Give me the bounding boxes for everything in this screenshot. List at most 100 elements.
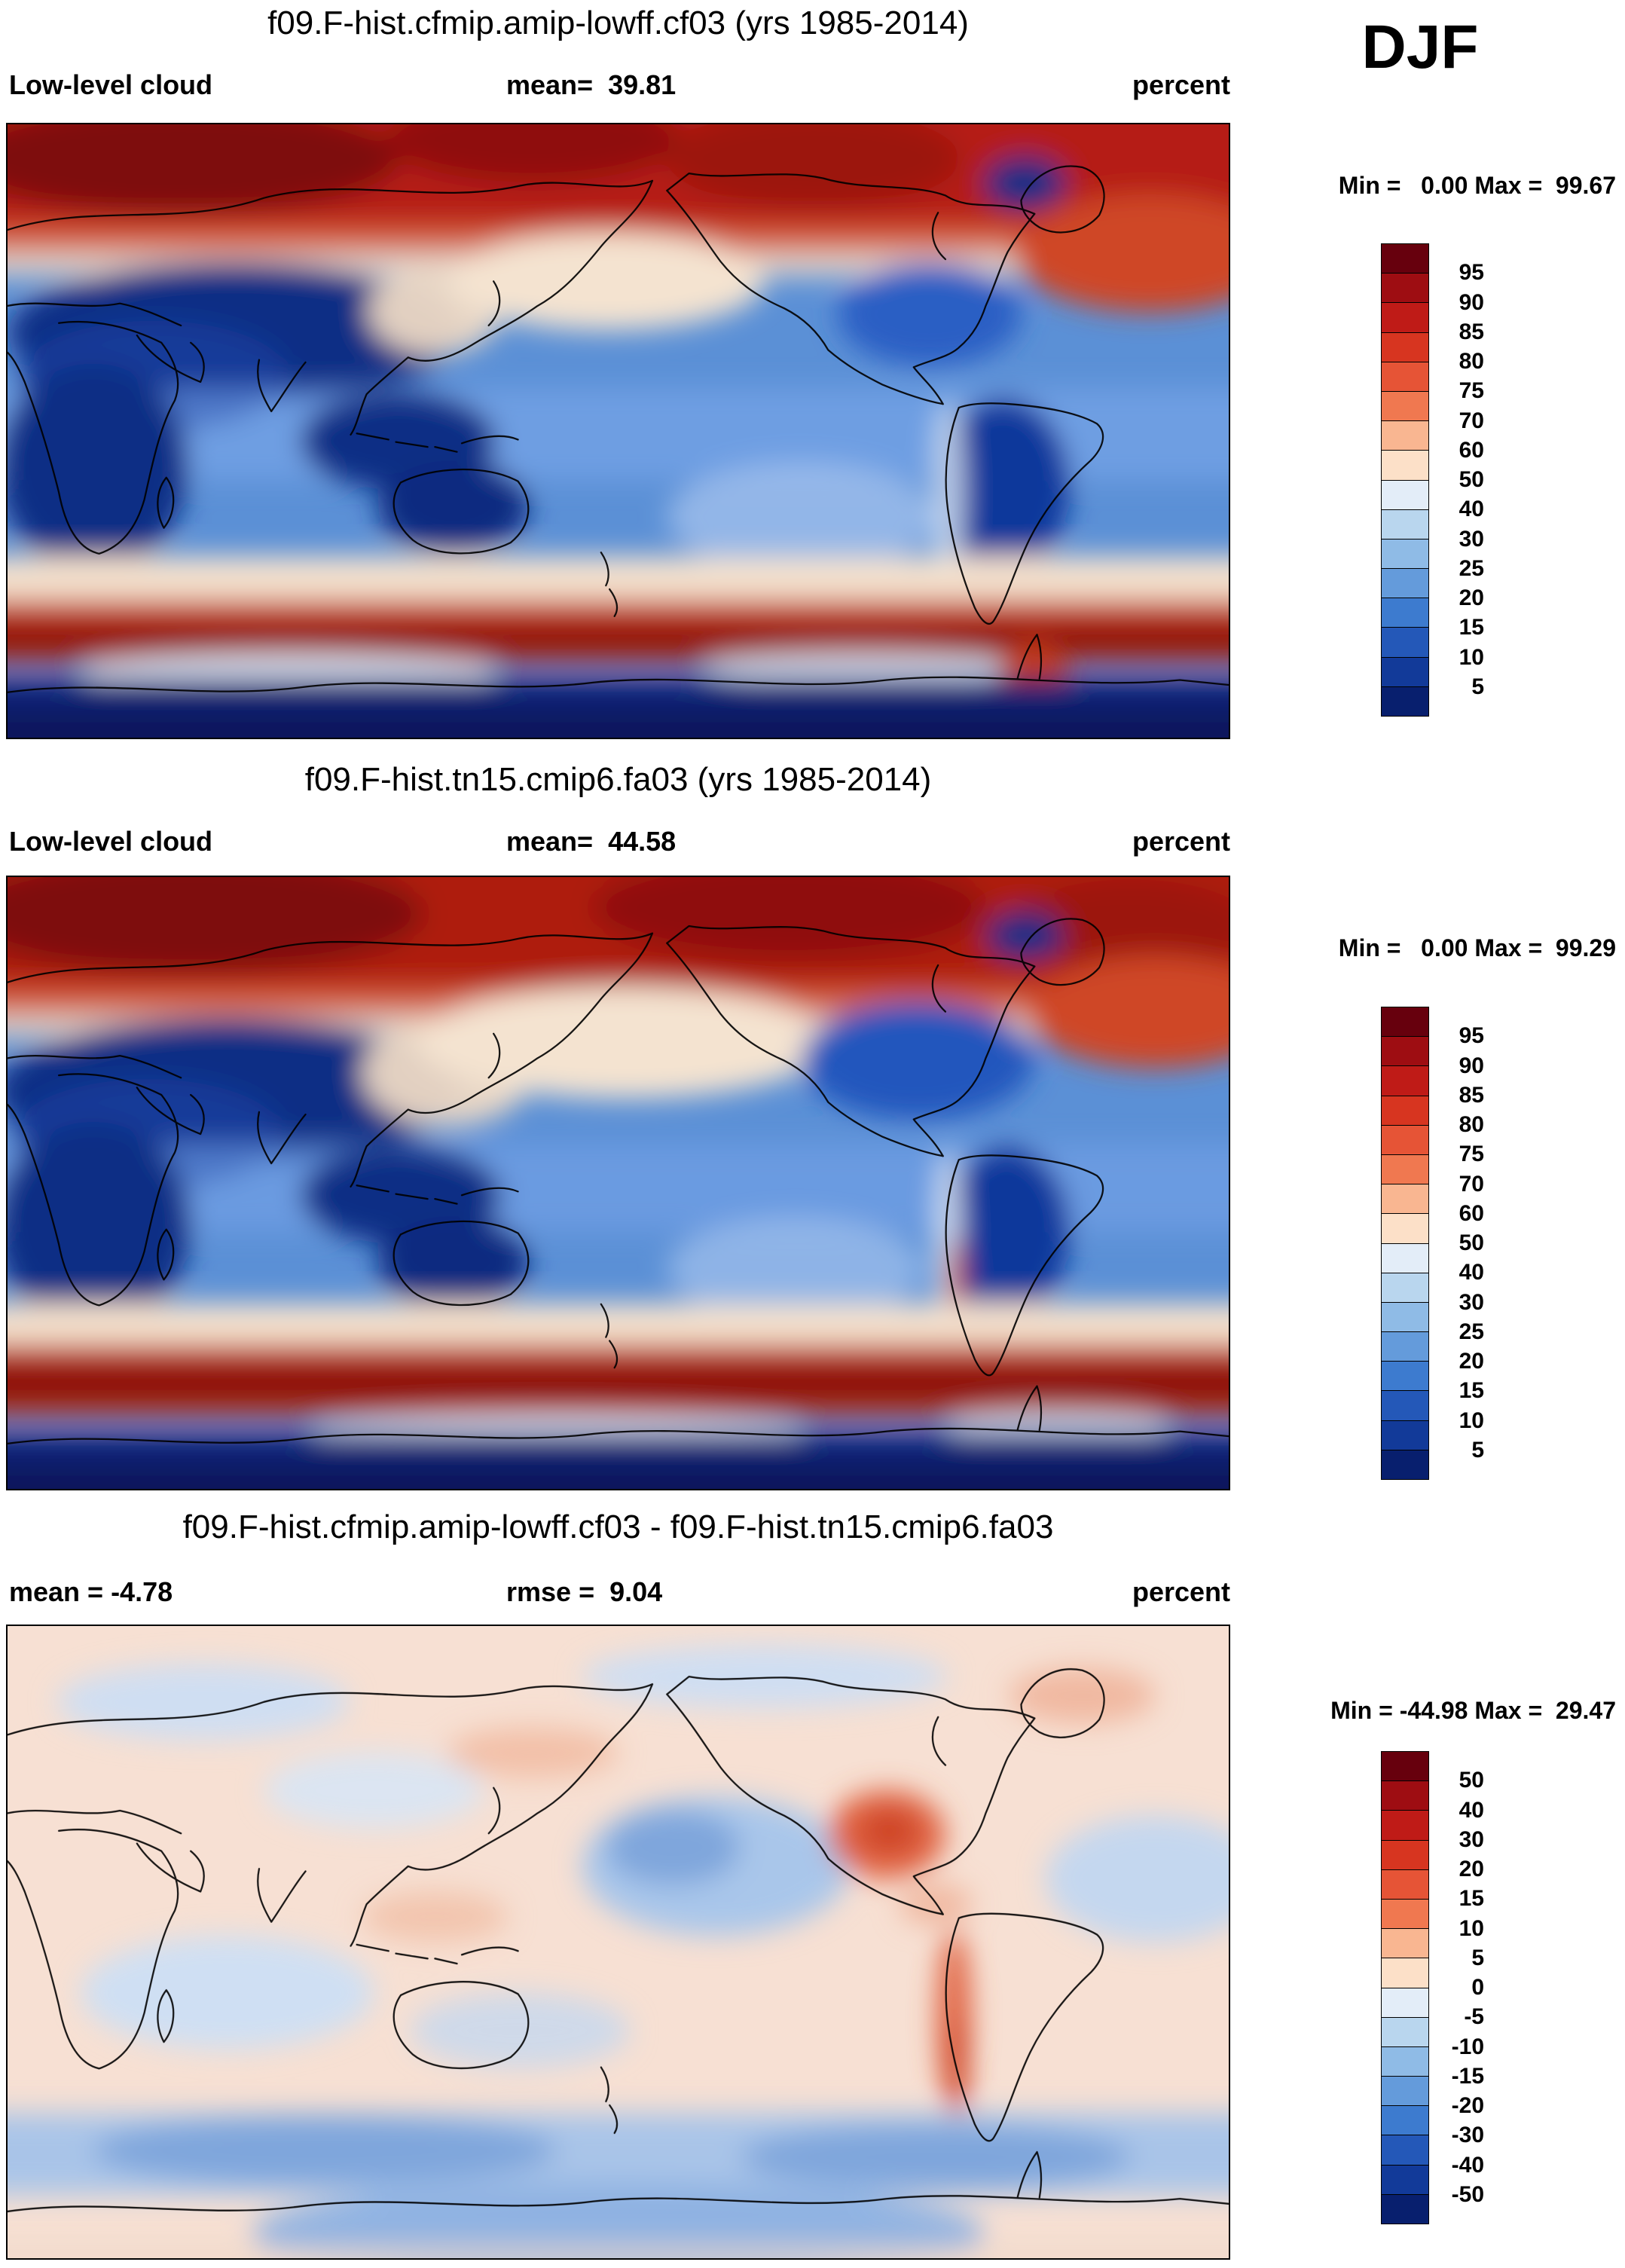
colorbar-tick-label: 15 — [1459, 1886, 1484, 1912]
colorbar-segment — [1382, 302, 1428, 332]
colorbar-segment — [1382, 1361, 1428, 1391]
colorbar-segment — [1382, 1869, 1428, 1899]
colorbar-segment — [1382, 1839, 1428, 1869]
panel2-minmax: Min = 0.00 Max = 99.29 — [1338, 934, 1616, 961]
panel1-colorbar — [1381, 243, 1429, 717]
colorbar-tick-label: -30 — [1451, 2123, 1484, 2148]
panel3-colorbar — [1381, 1751, 1429, 2224]
colorbar-segment — [1382, 1449, 1428, 1479]
colorbar-tick-label: 50 — [1459, 1230, 1484, 1255]
colorbar-tick-label: 30 — [1459, 1826, 1484, 1852]
colorbar-segment — [1382, 479, 1428, 509]
colorbar-tick-label: 95 — [1459, 260, 1484, 286]
colorbar-segment — [1382, 538, 1428, 569]
colorbar-tick-label: 90 — [1459, 1053, 1484, 1078]
colorbar-tick-label: 0 — [1471, 1975, 1484, 2000]
colorbar-tick-label: -20 — [1451, 2093, 1484, 2118]
colorbar-segment — [1382, 1124, 1428, 1154]
colorbar-tick-label: 90 — [1459, 289, 1484, 315]
colorbar-segment — [1382, 273, 1428, 303]
colorbar-tick-label: 20 — [1459, 1349, 1484, 1374]
panel3-rmse-label: rmse = 9.04 — [506, 1576, 663, 1607]
colorbar-segment — [1382, 2076, 1428, 2106]
panel3-map — [6, 1625, 1230, 2260]
colorbar-tick-label: 60 — [1459, 437, 1484, 463]
colorbar-segment — [1382, 1752, 1428, 1781]
cloud-field-art — [8, 877, 1229, 1489]
colorbar-segment — [1382, 1301, 1428, 1332]
panel2-colorbar — [1381, 1007, 1429, 1480]
panel1-field-label: Low-level cloud — [9, 69, 213, 100]
panel2-colorbar-labels: 95 90 85 80 75 70 60 50 40 30 25 20 15 10 5 — [1436, 1007, 1484, 1480]
colorbar-tick-label: 20 — [1459, 1857, 1484, 1881]
colorbar-tick-label: 5 — [1471, 1945, 1484, 1970]
colorbar-tick-label: 30 — [1459, 1289, 1484, 1315]
panel2-title: f09.F-hist.tn15.cmip6.fa03 (yrs 1985-201… — [304, 761, 932, 798]
panel1-units-label: percent — [1132, 69, 1230, 100]
colorbar-segment — [1382, 598, 1428, 628]
colorbar-segment — [1382, 1810, 1428, 1840]
colorbar-segment — [1382, 332, 1428, 362]
colorbar-segment — [1382, 509, 1428, 539]
panel3-mean-label: mean = -4.78 — [9, 1576, 173, 1607]
panel2-field-label: Low-level cloud — [9, 826, 213, 857]
colorbar-tick-label: 75 — [1459, 378, 1484, 404]
colorbar-segment — [1382, 1007, 1428, 1037]
colorbar-tick-label: 20 — [1459, 585, 1484, 610]
panel2-mean-label: mean= 44.58 — [506, 826, 677, 857]
colorbar-segment — [1382, 1154, 1428, 1184]
colorbar-segment — [1382, 1184, 1428, 1214]
panel3-units-label: percent — [1132, 1576, 1230, 1607]
colorbar-tick-label: -50 — [1451, 2181, 1484, 2207]
colorbar-segment — [1382, 2046, 1428, 2077]
colorbar-tick-label: 40 — [1459, 1260, 1484, 1285]
colorbar-tick-label: 75 — [1459, 1142, 1484, 1167]
colorbar-tick-label: 80 — [1459, 1112, 1484, 1137]
colorbar-segment — [1382, 1065, 1428, 1096]
panel1-minmax: Min = 0.00 Max = 99.67 — [1338, 172, 1616, 199]
colorbar-tick-label: -10 — [1451, 2034, 1484, 2059]
colorbar-tick-label: 5 — [1471, 674, 1484, 699]
colorbar-segment — [1382, 361, 1428, 391]
colorbar-segment — [1382, 568, 1428, 598]
colorbar-segment — [1382, 686, 1428, 716]
colorbar-segment — [1382, 1987, 1428, 2017]
panel2-map-svg — [8, 877, 1229, 1489]
colorbar-segment — [1382, 656, 1428, 686]
colorbar-tick-label: 85 — [1459, 1082, 1484, 1108]
colorbar-tick-label: 50 — [1459, 1768, 1484, 1793]
colorbar-tick-label: -5 — [1464, 2004, 1484, 2030]
colorbar-segment — [1382, 1898, 1428, 1929]
colorbar-segment — [1382, 1272, 1428, 1302]
colorbar-tick-label: 25 — [1459, 1319, 1484, 1344]
panel3-colorbar-labels: 50 40 30 20 15 10 5 0 -5 -10 -15 -20 -30 -40 -50 — [1436, 1751, 1484, 2224]
panel1-map-svg — [8, 124, 1229, 738]
colorbar-tick-label: 10 — [1459, 644, 1484, 670]
colorbar-tick-label: 80 — [1459, 349, 1484, 374]
colorbar-segment — [1382, 1958, 1428, 1988]
colorbar-tick-label: 10 — [1459, 1408, 1484, 1433]
panel1-colorbar-labels: 95 90 85 80 75 70 60 50 40 30 25 20 15 10 5 — [1436, 243, 1484, 717]
colorbar-segment — [1382, 450, 1428, 480]
colorbar-tick-label: 70 — [1459, 408, 1484, 433]
panel2-map — [6, 876, 1230, 1490]
colorbar-segment — [1382, 627, 1428, 657]
panel1-mean-label: mean= 39.81 — [506, 69, 677, 100]
colorbar-tick-label: 5 — [1471, 1437, 1484, 1463]
panel1-title: f09.F-hist.cfmip.amip-lowff.cf03 (yrs 19… — [267, 5, 969, 41]
colorbar-tick-label: 85 — [1459, 319, 1484, 344]
colorbar-segment — [1382, 244, 1428, 274]
panel2-units-label: percent — [1132, 826, 1230, 857]
panel3-title: f09.F-hist.cfmip.amip-lowff.cf03 - f09.F… — [182, 1508, 1054, 1545]
colorbar-tick-label: -40 — [1451, 2152, 1484, 2178]
colorbar-segment — [1382, 1213, 1428, 1243]
colorbar-segment — [1382, 1928, 1428, 1958]
panel3-map-svg — [8, 1626, 1229, 2258]
colorbar-tick-label: 70 — [1459, 1171, 1484, 1197]
colorbar-tick-label: 15 — [1459, 1378, 1484, 1404]
cloud-field-art — [8, 124, 1229, 738]
colorbar-segment — [1382, 420, 1428, 451]
colorbar-segment — [1382, 1036, 1428, 1066]
colorbar-segment — [1382, 390, 1428, 421]
